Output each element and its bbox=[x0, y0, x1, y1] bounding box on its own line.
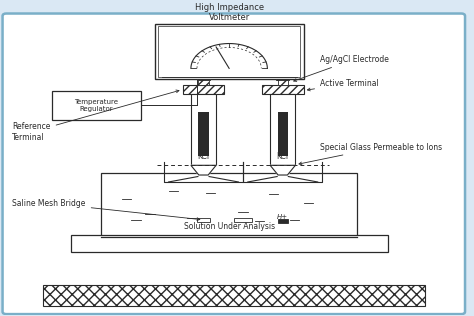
Bar bbox=[198, 112, 209, 156]
Bar bbox=[278, 80, 288, 85]
Bar bbox=[182, 85, 225, 94]
Bar bbox=[278, 112, 288, 156]
Text: Solution Under Analysis: Solution Under Analysis bbox=[183, 222, 275, 231]
Text: Reference
Terminal: Reference Terminal bbox=[12, 90, 179, 142]
Polygon shape bbox=[270, 165, 295, 175]
Bar bbox=[197, 79, 210, 80]
Bar bbox=[155, 24, 304, 79]
Text: Temperature
Regulator: Temperature Regulator bbox=[74, 99, 118, 112]
Bar bbox=[158, 26, 300, 77]
FancyBboxPatch shape bbox=[2, 14, 465, 314]
Bar bbox=[262, 85, 304, 94]
Bar bbox=[197, 218, 210, 222]
Bar bbox=[276, 79, 289, 80]
Text: KCl: KCl bbox=[277, 152, 289, 161]
Text: Special Glass Permeable to Ions: Special Glass Permeable to Ions bbox=[299, 143, 442, 165]
Bar bbox=[234, 218, 252, 222]
Bar bbox=[278, 80, 288, 85]
Bar bbox=[71, 235, 388, 252]
Text: KCl: KCl bbox=[198, 152, 210, 161]
Bar bbox=[101, 173, 357, 237]
Bar bbox=[198, 80, 209, 85]
Text: H+: H+ bbox=[277, 214, 288, 220]
Text: High Impedance
Voltmeter: High Impedance Voltmeter bbox=[194, 3, 264, 22]
Bar bbox=[262, 85, 304, 94]
Bar bbox=[198, 80, 209, 85]
Bar bbox=[191, 94, 216, 165]
Text: Saline Mesh Bridge: Saline Mesh Bridge bbox=[12, 199, 200, 221]
Text: Ag/AgCl Electrode: Ag/AgCl Electrode bbox=[294, 55, 389, 82]
Bar bbox=[278, 219, 288, 223]
Text: Active Terminal: Active Terminal bbox=[308, 79, 379, 91]
Bar bbox=[182, 85, 225, 94]
Bar bbox=[52, 91, 141, 120]
Bar bbox=[43, 285, 425, 306]
Polygon shape bbox=[191, 165, 216, 175]
Bar bbox=[270, 94, 295, 165]
